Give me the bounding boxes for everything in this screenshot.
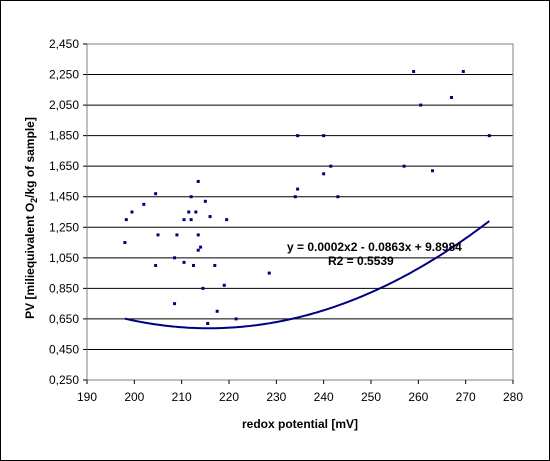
data-point <box>130 210 134 214</box>
y-tick-label: 2,450 <box>49 37 79 51</box>
y-axis-ticks: 0,250 0,450 0,650 0,850 1,050 1,250 1,450 1,650… <box>49 37 87 387</box>
y-axis-title-part2: /kg of sample] <box>23 117 37 198</box>
x-axis-ticks: 190 200 210 220 230 240 250 260 270 280 <box>77 380 523 404</box>
data-point <box>194 210 198 214</box>
x-tick-label: 270 <box>456 390 476 404</box>
data-point <box>203 199 207 203</box>
y-tick-label: 0,450 <box>49 342 79 356</box>
data-point <box>225 218 229 222</box>
data-point <box>142 202 146 206</box>
data-point <box>222 283 226 287</box>
data-point <box>175 233 179 237</box>
trendline-equation: y = 0.0002x2 - 0.0863x + 9.8984 <box>287 240 462 254</box>
data-point <box>199 245 203 249</box>
data-point <box>196 179 200 183</box>
data-point <box>293 195 297 199</box>
data-point <box>156 233 160 237</box>
x-tick-label: 230 <box>266 390 286 404</box>
x-tick-label: 210 <box>172 390 192 404</box>
data-point <box>336 195 340 199</box>
y-tick-label: 2,250 <box>49 68 79 82</box>
data-point <box>215 309 219 313</box>
y-tick-label: 1,850 <box>49 129 79 143</box>
data-point <box>123 241 127 245</box>
y-tick-label: 0,650 <box>49 312 79 326</box>
data-point <box>189 195 193 199</box>
data-point <box>461 69 465 73</box>
data-point <box>196 248 200 252</box>
x-axis-title: redox potential [mV] <box>242 417 358 431</box>
data-point <box>402 164 406 168</box>
data-point <box>267 271 271 275</box>
y-tick-label: 1,250 <box>49 220 79 234</box>
data-point <box>189 218 193 222</box>
data-point <box>329 164 333 168</box>
x-tick-label: 190 <box>77 390 97 404</box>
data-point <box>431 169 435 173</box>
y-axis-title-subscript: 2 <box>29 198 39 203</box>
y-tick-label: 1,450 <box>49 190 79 204</box>
data-points <box>123 69 491 325</box>
y-axis-title-part1: PV [miliequivalent O <box>23 203 37 319</box>
data-point <box>154 192 158 196</box>
data-point <box>322 134 326 138</box>
x-tick-label: 240 <box>314 390 334 404</box>
plot-area <box>86 43 514 381</box>
x-tick-label: 200 <box>124 390 144 404</box>
data-point <box>412 69 416 73</box>
y-axis-title: PV [miliequivalent O2/kg of sample] <box>23 117 39 319</box>
data-point <box>419 103 423 107</box>
y-tick-label: 2,050 <box>49 98 79 112</box>
data-point <box>201 286 205 290</box>
data-point <box>192 263 195 267</box>
x-tick-label: 280 <box>503 390 523 404</box>
data-point <box>296 134 300 138</box>
y-tick-label: 0,850 <box>49 281 79 295</box>
gridlines <box>87 43 513 381</box>
x-tick-label: 260 <box>408 390 428 404</box>
y-tick-label: 0,250 <box>49 373 79 387</box>
trendline <box>124 220 490 330</box>
x-tick-label: 250 <box>361 390 381 404</box>
data-point <box>296 187 300 191</box>
data-point <box>487 134 491 138</box>
data-point <box>154 263 158 267</box>
data-point <box>234 317 238 321</box>
data-point <box>449 95 453 99</box>
data-point <box>208 215 212 219</box>
data-point <box>173 302 177 306</box>
data-point <box>182 260 186 264</box>
data-point <box>213 263 217 267</box>
data-point <box>206 321 210 325</box>
trendline-r2: R2 = 0.5539 <box>328 254 394 268</box>
y-tick-label: 1,050 <box>49 251 79 265</box>
data-point <box>187 210 191 214</box>
data-point <box>322 172 326 176</box>
data-point <box>182 218 186 222</box>
data-point <box>196 233 200 237</box>
y-tick-label: 1,650 <box>49 159 79 173</box>
x-tick-label: 220 <box>219 390 239 404</box>
data-point <box>173 256 177 260</box>
data-point <box>124 218 128 222</box>
